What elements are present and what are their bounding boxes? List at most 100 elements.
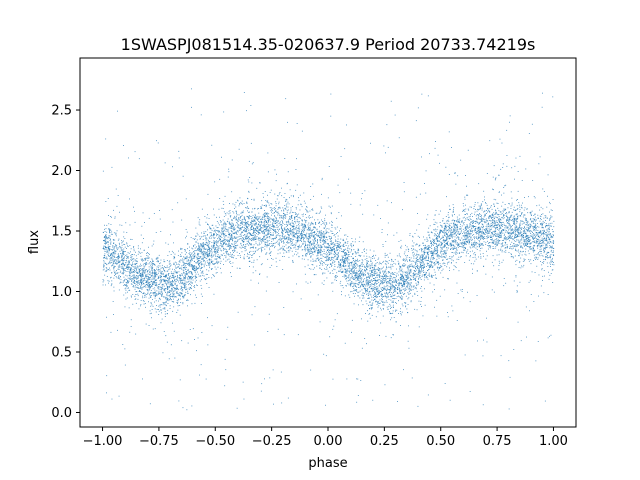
- data-point: [376, 275, 378, 277]
- data-point: [246, 255, 248, 257]
- data-point: [225, 255, 227, 257]
- data-point: [470, 230, 472, 232]
- data-point: [302, 225, 304, 227]
- data-point: [146, 271, 148, 273]
- data-point: [177, 309, 179, 311]
- data-point: [471, 212, 473, 214]
- data-point: [472, 272, 473, 274]
- data-point: [128, 261, 130, 263]
- data-point: [525, 251, 526, 253]
- data-point: [344, 253, 345, 255]
- data-point: [152, 261, 153, 262]
- data-point: [536, 234, 538, 236]
- data-point: [109, 267, 110, 269]
- data-point: [400, 273, 402, 275]
- data-point: [516, 236, 518, 238]
- data-point: [261, 221, 262, 223]
- data-point: [474, 211, 476, 213]
- data-point: [437, 256, 439, 258]
- data-point: [161, 292, 163, 294]
- data-point: [199, 237, 201, 239]
- data-point: [412, 266, 413, 267]
- data-point: [411, 245, 413, 247]
- data-point: [110, 239, 111, 240]
- data-point: [313, 226, 315, 228]
- data-point: [430, 231, 432, 233]
- data-point: [205, 253, 207, 255]
- data-point: [113, 259, 115, 261]
- data-point: [384, 294, 386, 296]
- data-point: [335, 275, 337, 277]
- data-point: [535, 238, 537, 239]
- data-point: [441, 231, 443, 232]
- data-point: [513, 222, 515, 224]
- data-point: [141, 281, 143, 283]
- data-point: [470, 219, 472, 220]
- data-point: [211, 277, 213, 279]
- data-point: [542, 255, 544, 257]
- data-point: [141, 252, 143, 254]
- data-point: [461, 220, 463, 222]
- data-point: [264, 248, 266, 250]
- data-point: [520, 250, 521, 252]
- data-point: [266, 244, 267, 246]
- data-point: [448, 231, 449, 233]
- data-point: [328, 252, 330, 254]
- data-point: [389, 313, 391, 315]
- data-point: [499, 225, 501, 227]
- data-point: [359, 204, 361, 206]
- data-point: [369, 297, 370, 299]
- data-point: [145, 270, 146, 272]
- data-point: [320, 252, 322, 253]
- data-point: [102, 281, 104, 283]
- data-point: [264, 215, 265, 216]
- data-point: [196, 254, 198, 256]
- data-point: [237, 226, 239, 228]
- data-point: [480, 219, 482, 221]
- data-point: [348, 273, 350, 275]
- data-point: [435, 228, 436, 230]
- data-point: [220, 262, 221, 264]
- data-point: [149, 253, 150, 255]
- data-point: [452, 245, 454, 246]
- data-point: [151, 275, 153, 276]
- data-point: [319, 265, 321, 266]
- data-point: [488, 232, 490, 234]
- data-point: [285, 198, 287, 200]
- data-point: [413, 272, 415, 274]
- data-point: [349, 251, 351, 253]
- data-point: [449, 237, 451, 239]
- data-point: [460, 228, 462, 230]
- data-point: [200, 114, 202, 116]
- data-point: [190, 278, 192, 280]
- data-point: [350, 243, 352, 244]
- data-point: [541, 214, 542, 215]
- data-point: [248, 208, 250, 209]
- data-point: [334, 256, 335, 258]
- data-point: [311, 246, 313, 248]
- data-point: [449, 227, 450, 228]
- data-point: [406, 271, 408, 273]
- data-point: [381, 281, 383, 283]
- data-point: [444, 252, 446, 254]
- data-point: [404, 293, 406, 294]
- data-point: [183, 296, 185, 298]
- data-point: [309, 237, 311, 239]
- data-point: [255, 270, 257, 272]
- data-point: [223, 241, 225, 243]
- data-point: [442, 246, 444, 248]
- data-point: [518, 249, 519, 251]
- data-point: [407, 260, 408, 262]
- data-point: [295, 208, 297, 210]
- data-point: [262, 218, 264, 220]
- data-point: [436, 237, 437, 238]
- data-point: [213, 240, 215, 242]
- data-point: [479, 213, 480, 214]
- data-point: [290, 231, 292, 233]
- data-point: [372, 258, 374, 259]
- data-point: [426, 262, 428, 264]
- data-point: [540, 219, 542, 220]
- data-point: [136, 263, 138, 264]
- data-point: [478, 236, 480, 238]
- data-point: [270, 210, 272, 212]
